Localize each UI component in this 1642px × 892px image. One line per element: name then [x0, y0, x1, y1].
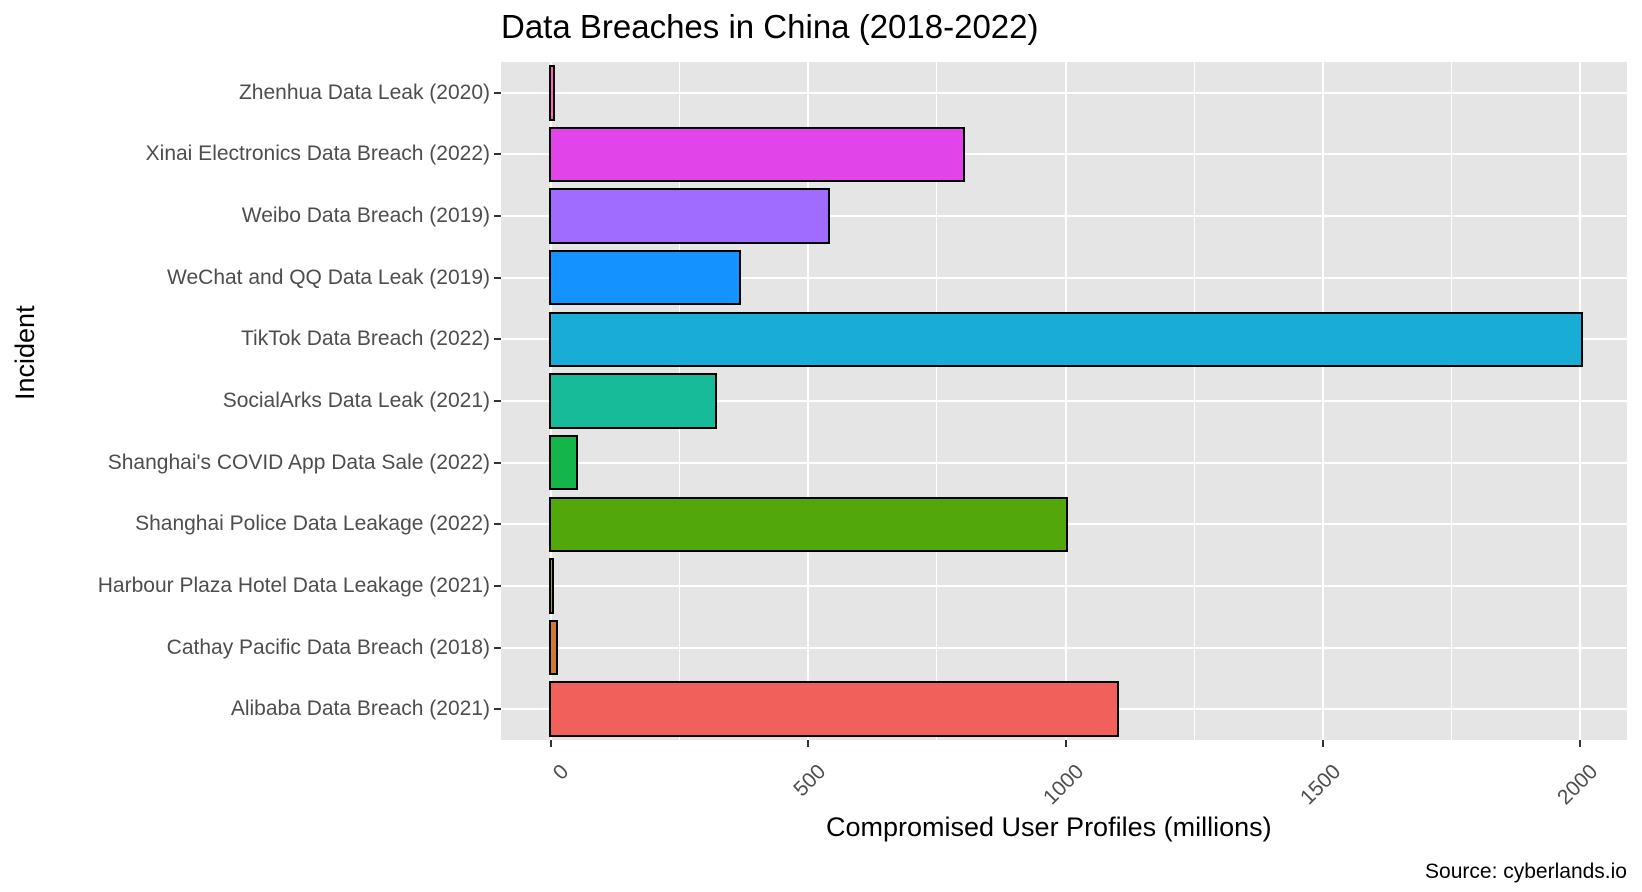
y-tick-label: Shanghai Police Data Leakage (2022)	[135, 512, 490, 536]
y-tick-mark	[494, 646, 501, 649]
plot-panel	[501, 62, 1627, 740]
y-tick-label: Weibo Data Breach (2019)	[241, 204, 490, 228]
horizontal-gridline	[501, 276, 1627, 279]
bar	[548, 558, 554, 614]
horizontal-gridline	[501, 215, 1627, 218]
bar	[548, 249, 741, 306]
x-tick-label: 2000	[1552, 760, 1603, 810]
x-tick-mark	[807, 740, 810, 747]
y-tick-label: SocialArks Data Leak (2021)	[222, 389, 490, 412]
bar	[548, 681, 1120, 737]
bar	[548, 434, 579, 491]
y-tick-label: WeChat and QQ Data Leak (2019)	[167, 265, 490, 289]
x-tick-label: 1500	[1295, 760, 1346, 810]
bar	[548, 311, 1583, 368]
x-tick-label: 1000	[1038, 760, 1088, 810]
bar	[548, 373, 718, 429]
chart-title: Data Breaches in China (2018-2022)	[501, 8, 1039, 45]
y-tick-label: Shanghai's COVID App Data Sale (2022)	[107, 450, 490, 474]
bar	[548, 126, 966, 183]
y-tick-mark	[494, 215, 501, 218]
y-tick-mark	[494, 461, 501, 464]
y-tick-label: Cathay Pacific Data Breach (2018)	[166, 635, 490, 659]
source-caption: Source: cyberlands.io	[1425, 860, 1627, 883]
y-tick-mark	[494, 338, 501, 341]
y-axis-title: Incident	[10, 305, 40, 400]
y-tick-mark	[494, 708, 501, 711]
bar	[548, 65, 555, 121]
y-tick-mark	[494, 400, 501, 402]
y-tick-label: Zhenhua Data Leak (2020)	[238, 80, 490, 104]
x-axis-title: Compromised User Profiles (millions)	[826, 812, 1272, 842]
x-tick-mark	[1321, 740, 1324, 747]
x-tick-label: 500	[789, 760, 831, 802]
bar	[548, 188, 831, 244]
x-tick-mark	[1579, 740, 1581, 747]
horizontal-gridline	[501, 153, 1627, 156]
y-tick-mark	[494, 523, 501, 526]
x-tick-label: 0	[548, 760, 574, 785]
horizontal-gridline	[501, 646, 1627, 649]
y-tick-mark	[494, 153, 501, 156]
y-tick-mark	[494, 584, 501, 587]
y-tick-label: Harbour Plaza Hotel Data Leakage (2021)	[97, 573, 490, 597]
horizontal-gridline	[501, 400, 1627, 402]
bar	[548, 619, 559, 676]
y-tick-label: Xinai Electronics Data Breach (2022)	[145, 142, 490, 166]
x-tick-mark	[1064, 740, 1067, 747]
x-tick-mark	[550, 740, 552, 747]
horizontal-gridline	[501, 461, 1627, 464]
y-tick-label: TikTok Data Breach (2022)	[241, 327, 490, 351]
horizontal-gridline	[501, 584, 1627, 587]
bar	[548, 496, 1068, 552]
horizontal-gridline	[501, 91, 1627, 94]
y-tick-label: Alibaba Data Breach (2021)	[230, 697, 490, 721]
y-tick-mark	[494, 276, 501, 279]
y-tick-mark	[494, 91, 501, 94]
